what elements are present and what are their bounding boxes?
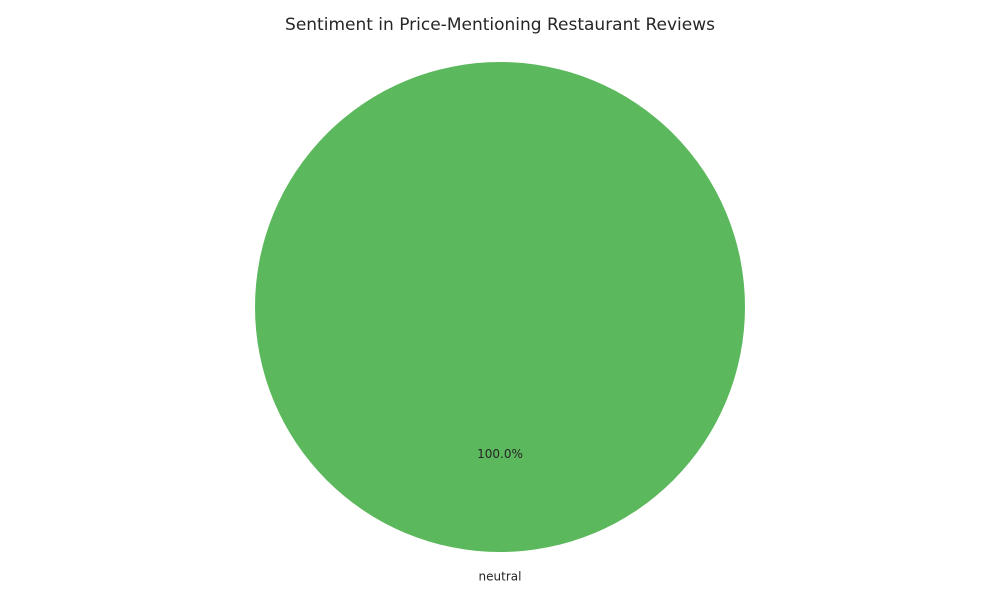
pie-slice-neutral xyxy=(255,62,745,552)
slice-labels: neutral 100.0% xyxy=(477,447,523,584)
slices xyxy=(255,62,745,552)
slice-percent-neutral: 100.0% xyxy=(477,447,523,461)
chart-title: Sentiment in Price-Mentioning Restaurant… xyxy=(285,15,715,35)
slice-label-neutral: neutral xyxy=(479,570,522,584)
